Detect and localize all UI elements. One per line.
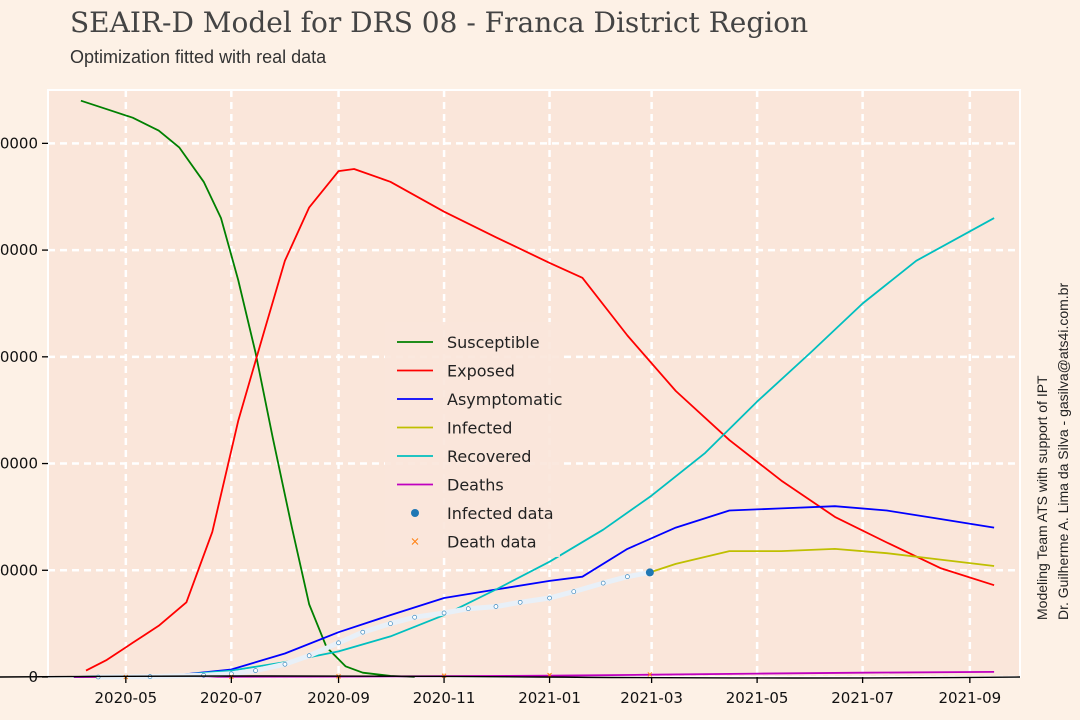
x-tick-label: 2021-07 [831, 689, 894, 707]
infected-data-point [571, 589, 577, 594]
legend-swatch [411, 509, 419, 517]
y-tick-label: 0000 [0, 134, 38, 152]
y-tick-label: 0000 [0, 561, 38, 579]
chart-title: SEAIR-D Model for DRS 08 - Franca Distri… [70, 6, 808, 39]
infected-data-point [625, 574, 630, 579]
infected-data-point [388, 621, 393, 626]
series-line-infected [649, 548, 995, 574]
infected-data-point [282, 661, 288, 667]
legend-label: Infected data [447, 504, 554, 523]
data-markers [95, 568, 654, 680]
series-line-susceptible [80, 99, 415, 678]
credit-line-2: Dr. Guilherme A. Lima da Silva - gasilva… [1055, 283, 1071, 620]
y-tick-label: 0 [28, 668, 38, 686]
legend-label: Death data [447, 533, 537, 552]
infected-data-point [547, 595, 552, 601]
x-tick-label: 2021-05 [726, 689, 789, 707]
legend-box [385, 322, 560, 557]
series-line-recovered [73, 217, 995, 678]
x-tick-labels: 2020-05 2020-07 2020-09 2020-11 2021-01 2021-… [94, 689, 1001, 707]
infected-data-point [465, 606, 471, 611]
legend-label: Deaths [447, 476, 504, 495]
x-tick-label: 2020-09 [307, 689, 370, 707]
infected-data-point [493, 604, 499, 609]
y-tick-label: 0000 [0, 348, 38, 366]
x-tick-label: 2021-03 [620, 689, 683, 707]
x-tick-label: 2020-05 [94, 689, 157, 707]
series-line-exposed [85, 168, 995, 672]
x-tick-label: 2021-09 [938, 689, 1001, 707]
infected-data-point-last [645, 568, 654, 577]
infected-data-point [412, 614, 417, 620]
y-tick-label: 0000 [0, 455, 38, 473]
death-data-point [647, 672, 653, 677]
infected-data-point [306, 653, 312, 658]
y-tick-label: 0000 [0, 241, 38, 259]
infected-data-point [360, 629, 366, 635]
infected-data-trace [98, 569, 651, 680]
legend-label: Exposed [447, 362, 515, 381]
credits: Modeling Team ATS with support of IPT Dr… [1034, 283, 1071, 620]
legend-label: Infected [447, 419, 512, 438]
legend-label: Asymptomatic [447, 390, 562, 409]
infected-data-point [336, 640, 341, 646]
infected-data-point [600, 580, 606, 586]
legend: Susceptible Exposed Asymptomatic Infected Re… [385, 322, 562, 557]
x-axis-line [0, 675, 1021, 679]
x-tick-label: 2020-11 [413, 689, 476, 707]
chart-subtitle: Optimization fitted with real data [70, 47, 327, 67]
legend-label: Recovered [447, 447, 531, 466]
x-tick-label: 2021-01 [518, 689, 581, 707]
infected-data-point [517, 599, 523, 605]
x-tick-label: 2020-07 [200, 689, 263, 707]
legend-swatch [411, 538, 419, 545]
infected-data-point [253, 668, 258, 673]
legend-label: Susceptible [447, 333, 540, 352]
series-line-asymptomatic [73, 505, 995, 678]
credit-line-1: Modeling Team ATS with support of IPT [1034, 375, 1050, 620]
axes [0, 142, 1021, 683]
infected-data-point [441, 610, 447, 616]
